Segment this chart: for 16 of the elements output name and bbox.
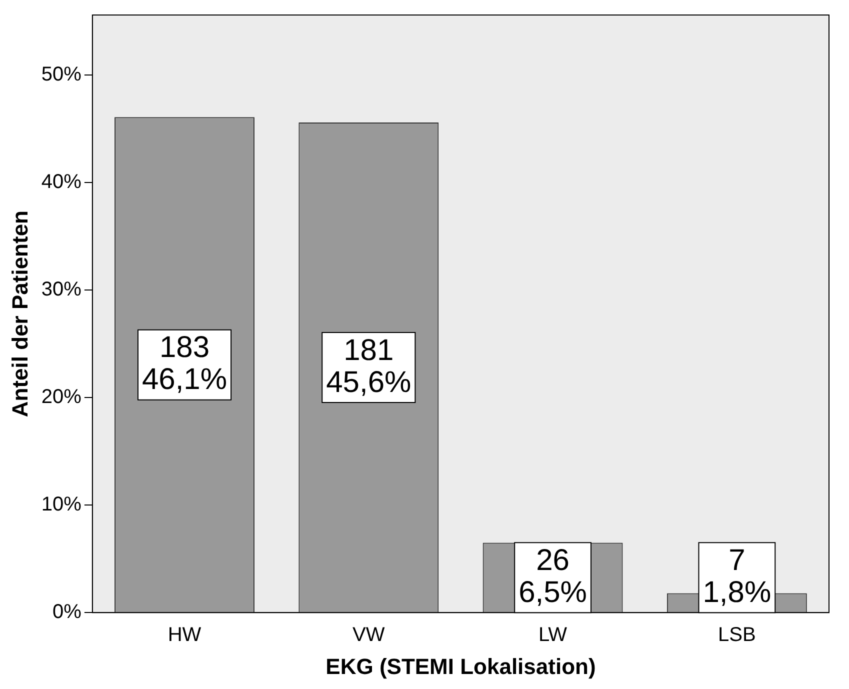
y-tick-label: 30% — [41, 278, 82, 301]
y-tick-label: 50% — [41, 64, 82, 86]
data-label: 7 1,8% — [702, 544, 772, 609]
x-tick-label: LW — [538, 624, 568, 646]
y-axis-title: Anteil der Patienten — [7, 210, 32, 418]
data-label: 181 45,6% — [326, 334, 412, 399]
y-tick-label: 10% — [41, 494, 82, 516]
x-tick-label: HW — [168, 624, 202, 646]
data-label: 26 6,5% — [518, 544, 587, 609]
y-tick-label: 20% — [41, 386, 82, 408]
data-label: 183 46,1% — [142, 331, 228, 396]
y-tick-label: 0% — [52, 601, 82, 624]
x-tick-label: VW — [352, 624, 385, 646]
x-axis-title: EKG (STEMI Lokalisation) — [326, 654, 596, 679]
x-tick-label: LSB — [718, 624, 756, 646]
y-tick-label: 40% — [41, 171, 82, 194]
